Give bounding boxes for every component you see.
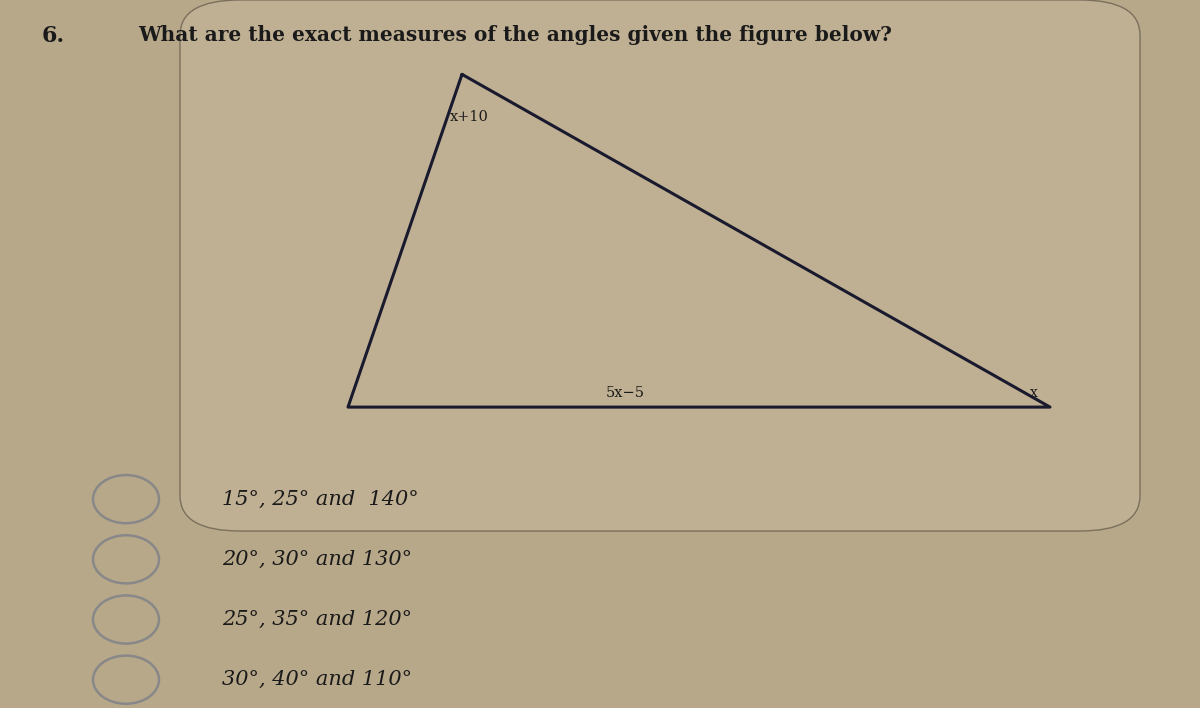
Text: 5x−5: 5x−5 [606,386,646,400]
Text: 20°, 30° and 130°: 20°, 30° and 130° [222,550,412,569]
Text: 25°, 35° and 120°: 25°, 35° and 120° [222,610,412,629]
Text: x+10: x+10 [450,110,488,124]
Text: 6.: 6. [42,25,65,47]
Text: What are the exact measures of the angles given the figure below?: What are the exact measures of the angle… [138,25,892,45]
Text: 15°, 25° and  140°: 15°, 25° and 140° [222,490,419,508]
Text: 30°, 40° and 110°: 30°, 40° and 110° [222,670,412,689]
FancyBboxPatch shape [180,0,1140,531]
Text: x: x [1030,386,1038,400]
